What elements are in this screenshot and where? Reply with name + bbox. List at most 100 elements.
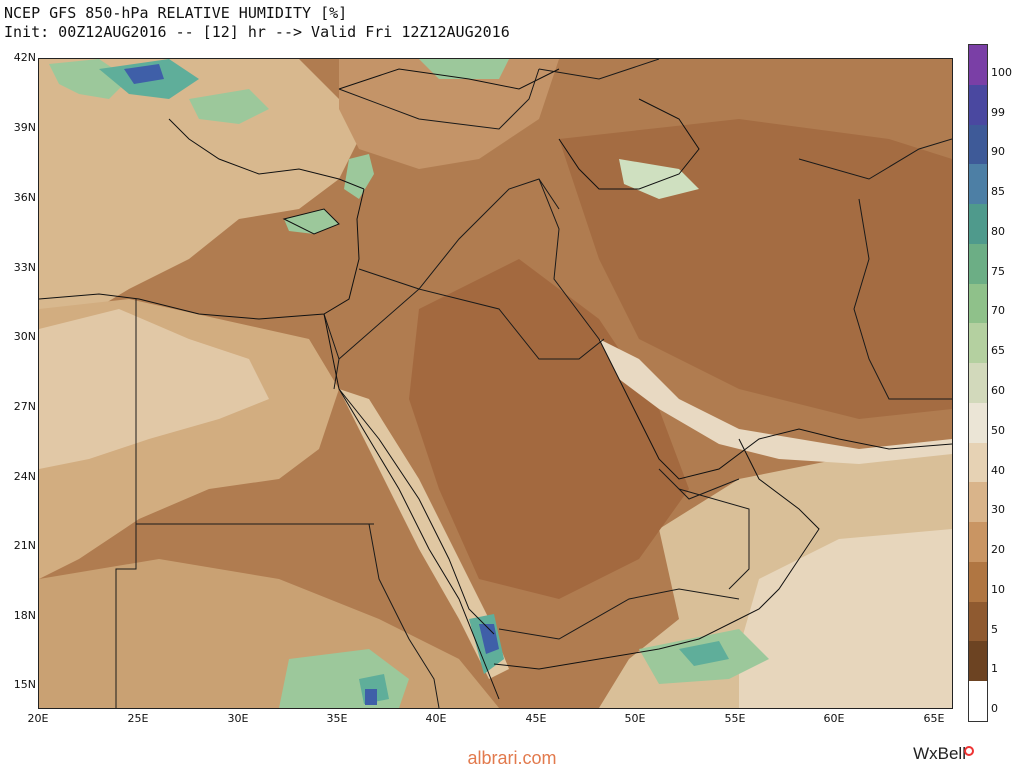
- colorbar-label: 1: [991, 662, 998, 676]
- lat-label-18n: 18N: [13, 609, 36, 622]
- colorbar-cell: [969, 283, 987, 324]
- lat-label-30n: 30N: [13, 330, 36, 343]
- lat-label-24n: 24N: [13, 470, 36, 483]
- colorbar-label: 60: [991, 384, 1005, 397]
- border-turkey: [338, 68, 540, 130]
- border-iraq: [358, 178, 560, 290]
- lat-label-21n: 21N: [13, 539, 36, 552]
- lat-label-39n: 39N: [13, 121, 36, 134]
- colorbar: [968, 44, 988, 722]
- dry-region-arabia: [409, 259, 689, 599]
- green-patch-aegean: [189, 89, 269, 124]
- coast-black-sea: [338, 68, 560, 90]
- lat-label-15n: 15N: [13, 678, 36, 691]
- lon-label-45e: 45E: [525, 712, 547, 725]
- lon-label-60e: 60E: [823, 712, 845, 725]
- colorbar-label: 20: [991, 543, 1005, 557]
- colorbar-label: 85: [991, 185, 1005, 199]
- colorbar-cell: [969, 45, 987, 86]
- green-patch-cyprus: [284, 209, 339, 234]
- colorbar-cell: [969, 681, 987, 722]
- colorbar-label: 40: [991, 463, 1005, 477]
- colorbar-label: 0: [991, 702, 998, 716]
- coast-red-sea-east: [338, 388, 495, 635]
- coast-cyprus: [282, 208, 340, 235]
- colorbar-cell: [969, 363, 987, 404]
- coastlines: [39, 68, 952, 700]
- map-frame: [38, 58, 953, 709]
- lon-label-35e: 35E: [326, 712, 348, 725]
- country-borders: [115, 59, 952, 708]
- brand-dot-icon: [964, 746, 974, 756]
- colorbar-cell: [969, 243, 987, 285]
- dry-strip-red-sea-coast: [339, 389, 509, 679]
- lon-label-25e: 25E: [127, 712, 149, 725]
- green-patch-turkey-coast: [419, 59, 509, 79]
- pale-region-arabian-sea: [739, 529, 952, 708]
- lon-label-20e: 20E: [27, 712, 49, 725]
- colorbar-cell: [969, 641, 987, 682]
- colorbar-cell: [969, 84, 987, 125]
- colorbar-label: 75: [991, 264, 1005, 278]
- coast-oman: [738, 438, 820, 620]
- chart-title: NCEP GFS 850-hPa RELATIVE HUMIDITY [%]: [4, 4, 348, 22]
- teal-patch-yemen: [679, 641, 729, 666]
- lon-label-50e: 50E: [624, 712, 646, 725]
- colorbar-cell: [969, 601, 987, 642]
- colorbar-cell: [969, 442, 987, 483]
- lon-label-65e: 65E: [923, 712, 945, 725]
- colorbar-label: 99: [991, 105, 1005, 119]
- colorbar-label: 50: [991, 423, 1005, 437]
- pale-region-libya: [39, 309, 269, 469]
- border-uae: [658, 468, 740, 500]
- colorbar-cell: [969, 323, 987, 364]
- blue-patch-greece: [124, 64, 164, 84]
- border-caucasus: [538, 59, 660, 80]
- border-afghanistan: [798, 138, 952, 180]
- blue-patch-red-sea: [479, 624, 499, 654]
- chart-subtitle: Init: 00Z12AUG2016 -- [12] hr --> Valid …: [4, 23, 510, 41]
- border-saudi-yemen: [498, 588, 740, 640]
- green-patch-levant: [344, 154, 374, 199]
- coast-arabian-sea: [493, 618, 740, 670]
- colorbar-label: 5: [991, 622, 998, 636]
- border-saudi-north: [338, 288, 605, 360]
- border-sudan-ethiopia: [368, 523, 440, 708]
- lat-label-36n: 36N: [13, 191, 36, 204]
- lat-label-33n: 33N: [13, 261, 36, 274]
- colorbar-label: 30: [991, 503, 1005, 517]
- watermark-site: albrari.com: [467, 748, 557, 768]
- border-iran-east: [853, 198, 952, 400]
- colorbar-cell: [969, 482, 987, 523]
- coast-persian-gulf: [598, 338, 952, 480]
- coast-mediterranean: [39, 188, 365, 320]
- colorbar-label: 90: [991, 145, 1005, 159]
- pale-band-persian-gulf: [599, 339, 952, 464]
- lon-label-40e: 40E: [425, 712, 447, 725]
- colorbar-label: 10: [991, 582, 1005, 596]
- border-iran-iraq: [538, 178, 600, 340]
- colorbar-cell: [969, 522, 987, 563]
- colorbar-label: 65: [991, 344, 1005, 358]
- border-egypt-libya: [115, 299, 137, 708]
- colorbar-label: 100: [991, 65, 1012, 79]
- lat-label-42n: 42N: [13, 51, 36, 64]
- lat-label-27n: 27N: [13, 400, 36, 413]
- coast-turkey-south: [168, 118, 365, 190]
- colorbar-cell: [969, 204, 987, 245]
- lon-label-55e: 55E: [724, 712, 746, 725]
- humidity-map: [39, 59, 952, 708]
- coast-caspian: [558, 98, 700, 190]
- brand-logo: WxBell: [913, 744, 966, 763]
- colorbar-label: 80: [991, 224, 1005, 238]
- blue-patch-eritrea: [365, 689, 377, 705]
- moist-region-mediterranean: [39, 59, 359, 329]
- lon-label-30e: 30E: [227, 712, 249, 725]
- colorbar-cell: [969, 402, 987, 444]
- colorbar-label: 70: [991, 304, 1005, 318]
- colorbar-cell: [969, 561, 987, 603]
- colorbar-cell: [969, 124, 987, 165]
- colorbar-cell: [969, 164, 987, 205]
- border-oman: [678, 488, 750, 590]
- coast-red-sea-west: [323, 313, 500, 700]
